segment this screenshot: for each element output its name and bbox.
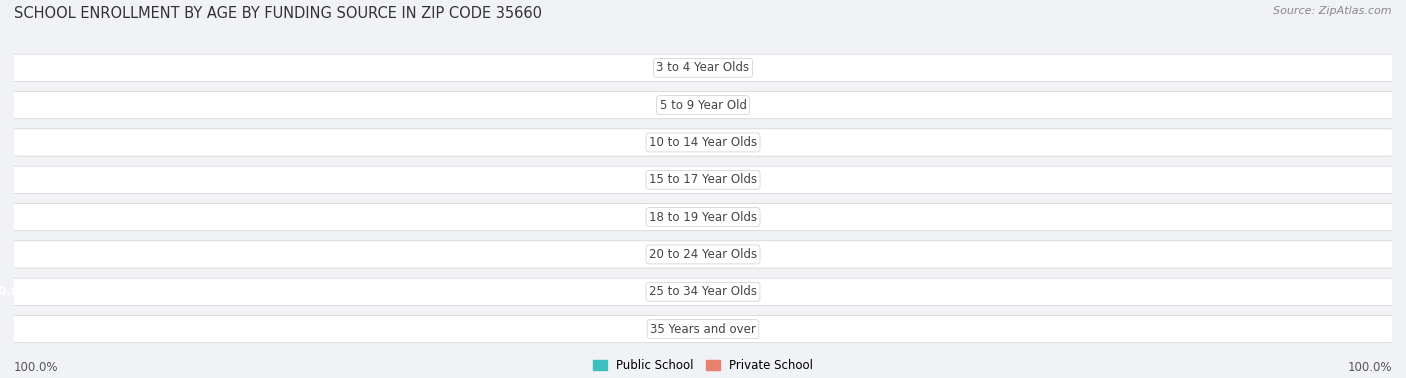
Text: 25 to 34 Year Olds: 25 to 34 Year Olds: [650, 285, 756, 298]
Text: 8.8%: 8.8%: [862, 136, 891, 149]
Bar: [160, 206, 605, 229]
Text: 3 to 4 Year Olds: 3 to 4 Year Olds: [657, 61, 749, 74]
FancyBboxPatch shape: [0, 166, 1406, 194]
Text: 6.4%: 6.4%: [848, 173, 877, 186]
Text: 91.2%: 91.2%: [42, 136, 84, 149]
Text: 93.3%: 93.3%: [31, 248, 72, 261]
Text: Source: ZipAtlas.com: Source: ZipAtlas.com: [1274, 6, 1392, 15]
Bar: [801, 206, 948, 229]
Bar: [53, 243, 605, 266]
Text: 88.8%: 88.8%: [56, 99, 98, 112]
Bar: [801, 243, 841, 266]
Text: 11.2%: 11.2%: [876, 99, 914, 112]
Text: 18 to 19 Year Olds: 18 to 19 Year Olds: [650, 211, 756, 224]
Bar: [801, 168, 839, 191]
Text: SCHOOL ENROLLMENT BY AGE BY FUNDING SOURCE IN ZIP CODE 35660: SCHOOL ENROLLMENT BY AGE BY FUNDING SOUR…: [14, 6, 543, 21]
Text: 6.7%: 6.7%: [849, 248, 880, 261]
Bar: [801, 131, 853, 154]
Bar: [52, 168, 605, 191]
FancyBboxPatch shape: [0, 241, 1406, 268]
Text: 35 Years and over: 35 Years and over: [650, 322, 756, 336]
Bar: [202, 318, 605, 341]
Text: 0.0%: 0.0%: [810, 285, 839, 298]
Bar: [801, 318, 990, 341]
Text: 5 to 9 Year Old: 5 to 9 Year Old: [659, 99, 747, 112]
FancyBboxPatch shape: [0, 54, 1406, 81]
FancyBboxPatch shape: [0, 278, 1406, 305]
Text: 15 to 17 Year Olds: 15 to 17 Year Olds: [650, 173, 756, 186]
Bar: [80, 94, 605, 117]
FancyBboxPatch shape: [0, 129, 1406, 156]
Text: 93.6%: 93.6%: [28, 173, 69, 186]
Text: 36.8%: 36.8%: [1028, 61, 1064, 74]
Bar: [66, 131, 605, 154]
Bar: [801, 56, 1019, 79]
Text: 68.2%: 68.2%: [179, 322, 219, 336]
Bar: [801, 94, 868, 117]
Text: 10 to 14 Year Olds: 10 to 14 Year Olds: [650, 136, 756, 149]
FancyBboxPatch shape: [0, 91, 1406, 119]
Text: 100.0%: 100.0%: [14, 361, 59, 374]
Text: 100.0%: 100.0%: [0, 285, 32, 298]
Text: 31.8%: 31.8%: [998, 322, 1035, 336]
Bar: [232, 56, 605, 79]
Text: 75.2%: 75.2%: [138, 211, 179, 224]
Legend: Public School, Private School: Public School, Private School: [593, 359, 813, 372]
FancyBboxPatch shape: [0, 203, 1406, 231]
FancyBboxPatch shape: [0, 316, 1406, 343]
Text: 100.0%: 100.0%: [1347, 361, 1392, 374]
Text: 24.8%: 24.8%: [956, 211, 994, 224]
Text: 63.2%: 63.2%: [208, 61, 249, 74]
Text: 20 to 24 Year Olds: 20 to 24 Year Olds: [650, 248, 756, 261]
Bar: [14, 280, 605, 303]
